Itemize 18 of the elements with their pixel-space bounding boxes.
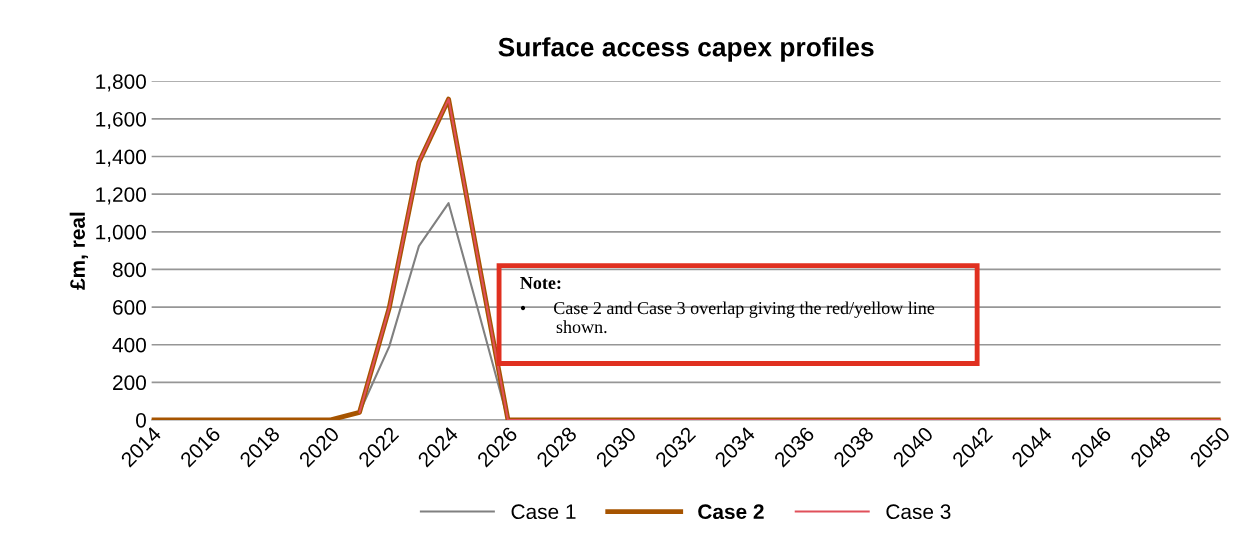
annotation: Note:: [520, 277, 561, 290]
legend-label: Case 3: [886, 504, 951, 520]
y-tick-label: 1,000: [96, 224, 146, 243]
y-tick-label: 1,800: [96, 74, 146, 92]
y-tick-label: 1,600: [96, 111, 146, 130]
y-tick-label: 600: [113, 300, 146, 315]
y-tick-label: 0: [136, 412, 146, 428]
y-tick-label: 1,400: [96, 149, 146, 167]
legend-label: Case 2: [698, 504, 764, 520]
legend-label: Case 1: [511, 504, 576, 520]
y-tick-label: 800: [112, 262, 146, 278]
y-tick-label: 200: [113, 375, 146, 391]
line-series: [358, 98, 1221, 420]
annotation: • Case 2 and Case 3 overlap giving the red/yellow line shown.: [520, 301, 935, 334]
chart-title: Surface access capex profiles: [498, 37, 874, 62]
y-axis-title: £m, real: [69, 212, 88, 290]
y-tick-label: 400: [112, 337, 146, 353]
y-tick-label: 1,200: [96, 187, 146, 205]
